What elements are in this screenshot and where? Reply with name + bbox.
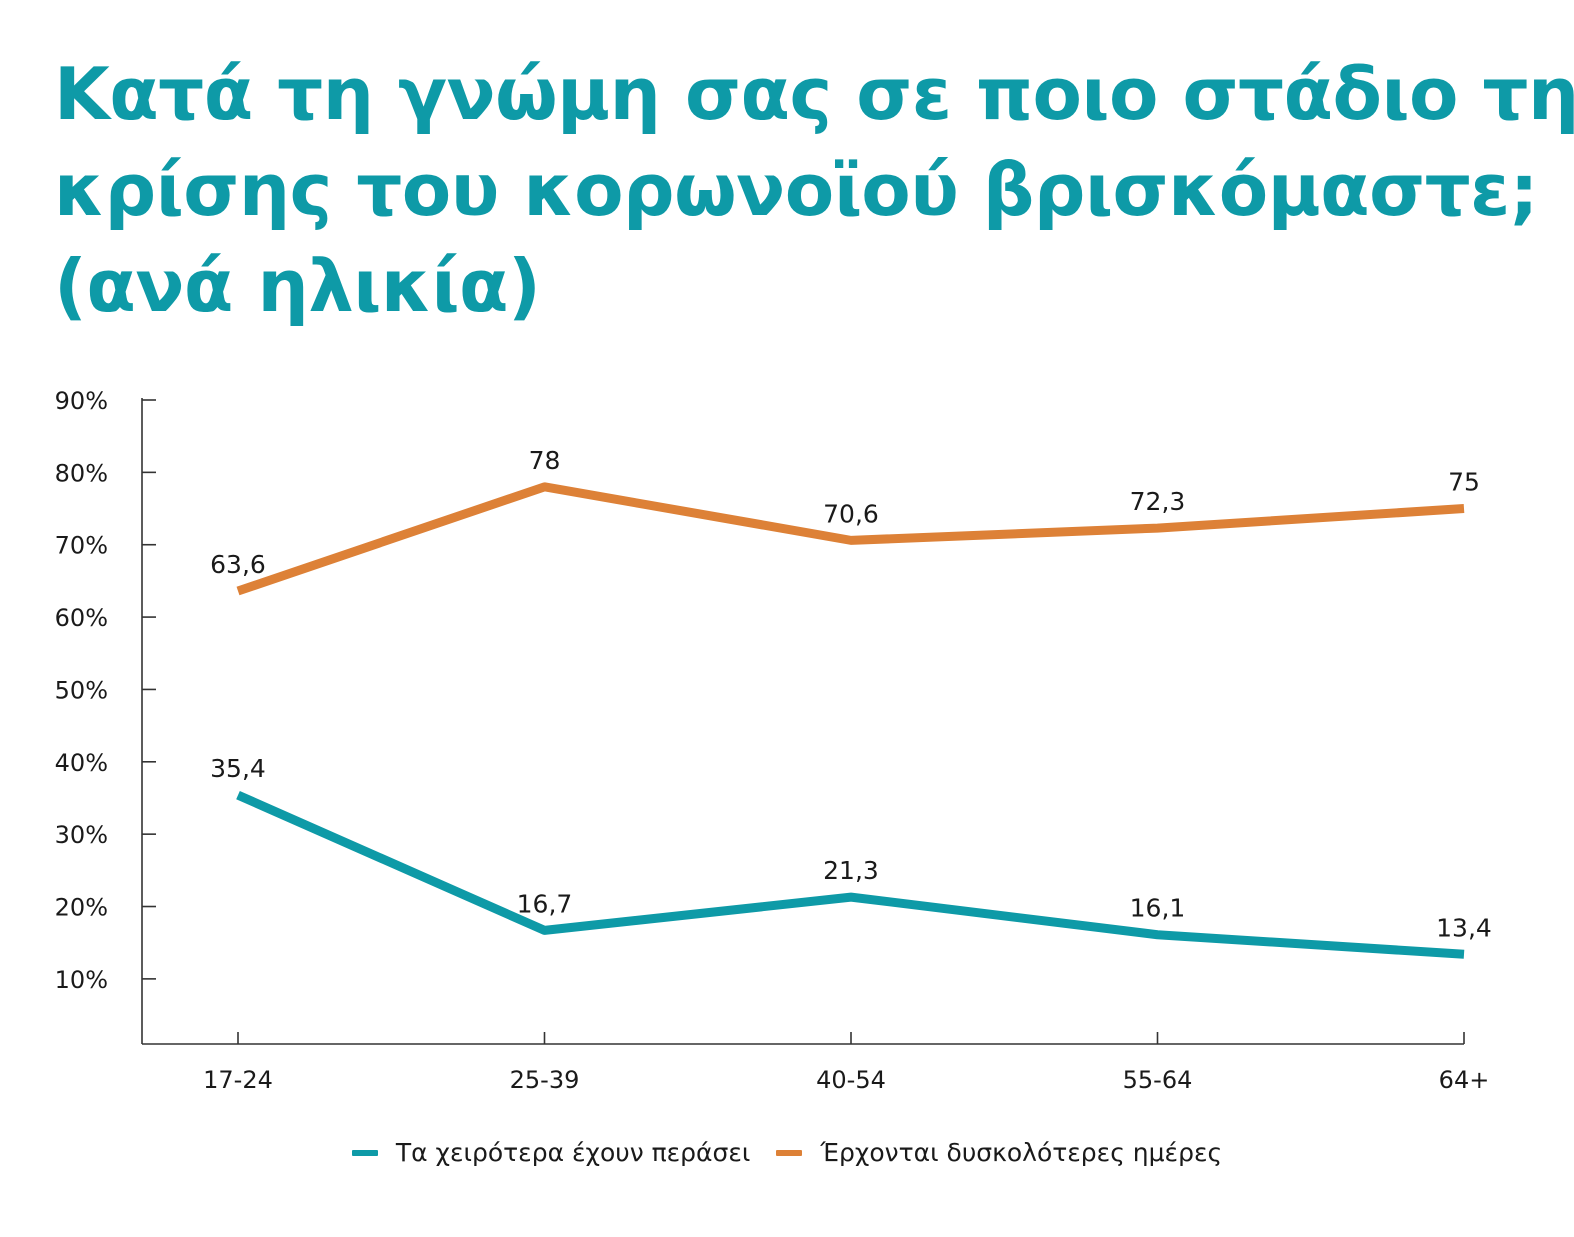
y-tick-label-70: 70%	[55, 532, 108, 560]
legend: Τα χειρότερα έχουν περάσει Έρχονται δυσκ…	[0, 1138, 1574, 1167]
title-line-1: Κατά τη γνώμη σας σε ποιο στάδιο της	[54, 52, 1574, 136]
data-label-series-1-17-24: 35,4	[210, 754, 266, 783]
data-label-series-1-64+: 13,4	[1436, 913, 1492, 942]
legend-item-series-1[interactable]: Τα χειρότερα έχουν περάσει	[351, 1138, 751, 1167]
y-axis-tick-labels: 10% 20% 30% 40% 50% 60% 70% 80% 90%	[55, 387, 108, 994]
y-tick-label-90: 90%	[55, 387, 108, 415]
y-tick-label-60: 60%	[55, 604, 108, 632]
series-line-2	[236, 482, 1465, 596]
x-tick-label-17-24: 17-24	[203, 1066, 273, 1094]
title-line-2: κρίσης του κορωνοϊού βρισκόμαστε;	[54, 148, 1539, 232]
title-line-3: (ανά ηλικία)	[54, 244, 541, 328]
data-label-series-2-40-54: 70,6	[823, 499, 879, 528]
data-label-series-1-40-54: 21,3	[823, 856, 879, 885]
y-tick-label-40: 40%	[55, 749, 108, 777]
x-tick-label-64+: 64+	[1439, 1066, 1490, 1094]
data-label-series-1-25-39: 16,7	[517, 889, 573, 918]
chart-axes	[141, 398, 1465, 1045]
legend-label-series-2: Έρχονται δυσκολότερες ημέρες	[820, 1138, 1223, 1167]
y-tick-label-30: 30%	[55, 821, 108, 849]
legend-swatch-series-1	[351, 1149, 378, 1156]
series-line-1	[236, 790, 1465, 959]
legend-label-series-1: Τα χειρότερα έχουν περάσει	[395, 1138, 751, 1167]
data-label-series-2-55-64: 72,3	[1130, 487, 1186, 516]
chart-title: Κατά τη γνώμη σας σε ποιο στάδιο της κρί…	[54, 46, 1574, 334]
y-tick-label-20: 20%	[55, 894, 108, 922]
data-label-series-2-17-24: 63,6	[210, 550, 266, 579]
data-labels: 35,4 16,7 21,3 16,1 13,4 63,6 78 70,6 72,3 75	[210, 446, 1492, 942]
data-label-series-2-64+: 75	[1448, 468, 1480, 497]
x-tick-label-55-64: 55-64	[1123, 1066, 1193, 1094]
legend-item-series-2[interactable]: Έρχονται δυσκολότερες ημέρες	[776, 1138, 1222, 1167]
y-tick-label-80: 80%	[55, 459, 108, 487]
y-tick-label-50: 50%	[55, 676, 108, 704]
y-tick-label-10: 10%	[55, 966, 108, 994]
x-tick-label-40-54: 40-54	[816, 1066, 886, 1094]
series-lines	[236, 482, 1465, 959]
data-label-series-2-25-39: 78	[529, 446, 561, 475]
x-tick-label-25-39: 25-39	[510, 1066, 580, 1094]
legend-swatch-series-2	[776, 1149, 803, 1156]
data-label-series-1-55-64: 16,1	[1130, 894, 1186, 923]
x-axis-tick-labels: 17-24 25-39 40-54 55-64 64+	[203, 1066, 1489, 1094]
